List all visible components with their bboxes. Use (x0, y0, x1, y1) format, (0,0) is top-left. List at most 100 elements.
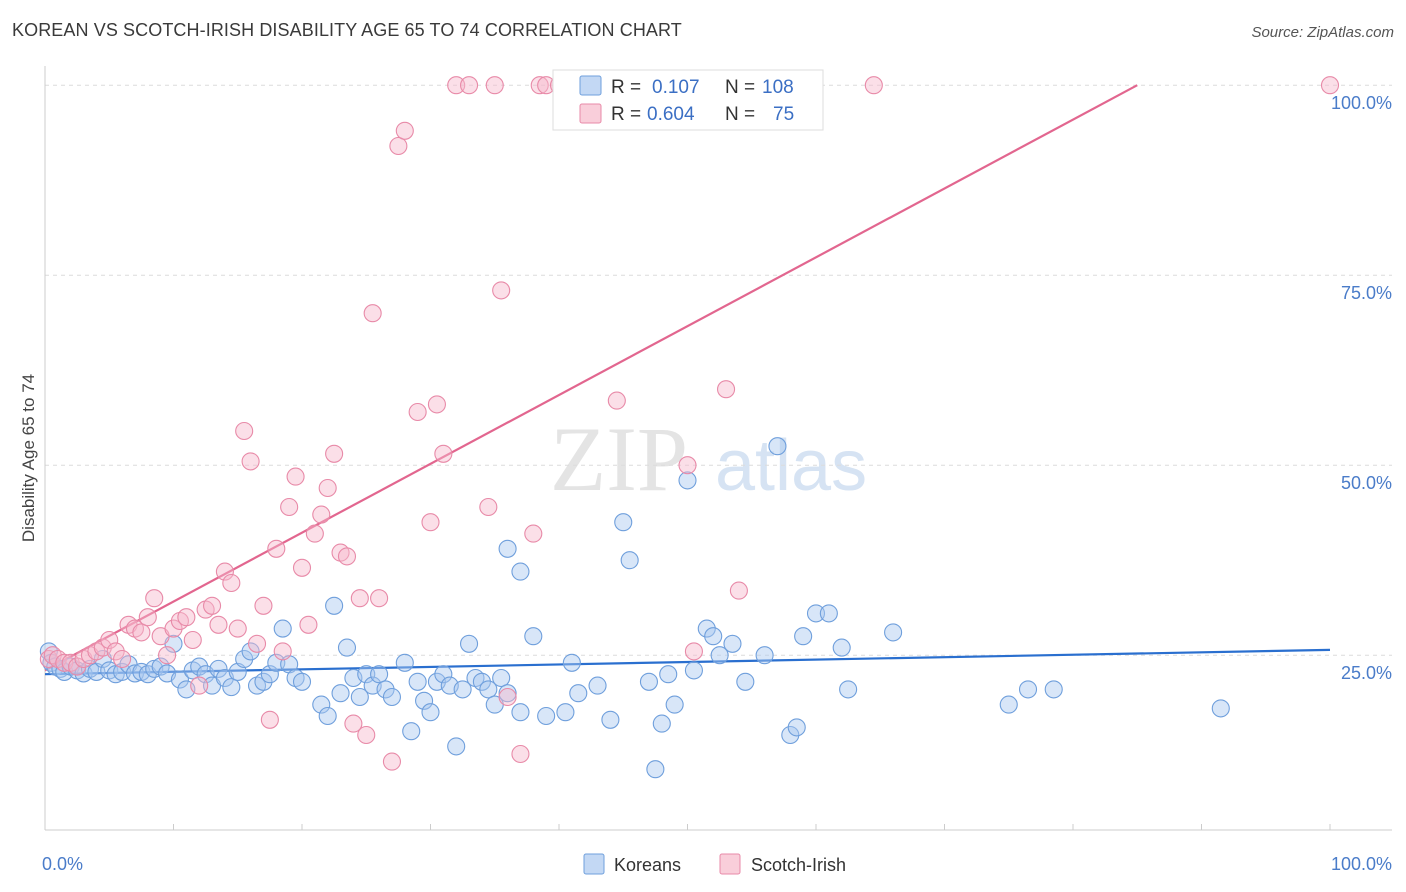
series-legend: Koreans Scotch-Irish (583, 853, 846, 875)
legend-r-value-koreans: 0.107 (652, 77, 700, 98)
chart-source: Source: ZipAtlas.com (1251, 24, 1394, 41)
scotch-irish-point (222, 573, 241, 593)
scotch-irish-point (716, 380, 736, 399)
scotch-irish-point (370, 589, 389, 608)
scotch-irish-point (318, 478, 337, 498)
korean-point (357, 665, 376, 684)
korean-point (492, 668, 511, 688)
scotch-irish-point (145, 589, 164, 608)
korean-point (839, 680, 858, 699)
scotch-irish-point (678, 456, 697, 475)
korean-point (511, 703, 530, 722)
scotch-irish-point (158, 646, 177, 665)
korean-point (1044, 680, 1063, 699)
korean-point (614, 513, 633, 532)
scotch-irish-point (273, 642, 292, 661)
watermark-zip: ZIP (550, 408, 688, 510)
legend-r-label-koreans: R = (611, 77, 641, 98)
korean-point (421, 703, 440, 722)
scotch-irish-point (254, 596, 273, 615)
korean-point (459, 634, 479, 653)
korean-point (292, 672, 312, 691)
scotch-irish-point (427, 395, 446, 414)
korean-point (382, 687, 402, 707)
scotch-irish-point (459, 76, 479, 95)
scotch-irish-point (190, 676, 209, 695)
korean-point (884, 623, 903, 642)
korean-point (588, 676, 607, 695)
korean-point (370, 665, 389, 684)
correlation-legend: R = 0.107 N = 108 R = 0.604 N = 75 (552, 69, 824, 131)
korean-point (537, 706, 556, 726)
korean-point (1211, 699, 1230, 718)
scotch-irish-point (100, 630, 119, 650)
scotch-irish-point (511, 744, 530, 764)
korean-point (639, 672, 659, 691)
korean-point (819, 604, 838, 623)
korean-point (241, 642, 260, 661)
korean-point (646, 760, 665, 779)
scotch-irish-point (209, 615, 228, 634)
scotch-irish-point (164, 619, 183, 638)
korean-point (273, 619, 292, 638)
legend-n-value-scotch-irish: 75 (773, 104, 794, 125)
chart-title: KOREAN VS SCOTCH-IRISH DISABILITY AGE 65… (12, 20, 682, 40)
korean-point (376, 680, 395, 699)
y-tick-label: 75.0% (1341, 283, 1392, 303)
scotch-irish-point (138, 608, 157, 627)
data-points (39, 76, 1340, 779)
x-tick-label: 0.0% (42, 854, 83, 874)
korean-point (524, 627, 543, 646)
scotch-irish-point (267, 539, 286, 558)
scotch-irish-point (485, 76, 504, 95)
scotch-irish-point (241, 452, 260, 471)
korean-point (1018, 680, 1038, 699)
scotch-irish-point (864, 76, 883, 95)
korean-point (794, 627, 813, 646)
korean-point (395, 653, 414, 672)
korean-point (415, 691, 434, 710)
korean-point (511, 562, 530, 581)
korean-point (710, 646, 729, 665)
scotch-irish-point (286, 467, 305, 486)
scotch-irish-point (106, 642, 125, 661)
korean-point (832, 638, 851, 657)
korean-point (170, 670, 189, 689)
y-tick-label: 50.0% (1341, 473, 1392, 493)
legend-swatch-koreans (579, 75, 602, 96)
x-tick-label: 100.0% (1331, 854, 1392, 874)
korean-point (768, 437, 787, 456)
korean-point (312, 695, 331, 714)
korean-point (723, 634, 742, 653)
scotch-irish-point (607, 391, 626, 410)
scotch-irish-point (235, 421, 254, 441)
korean-point (678, 471, 697, 490)
scotch-irish-point (260, 710, 279, 729)
scotch-irish-point (363, 304, 382, 323)
scotch-irish-point (68, 657, 87, 676)
korean-point (447, 737, 466, 756)
korean-point (569, 684, 588, 703)
scotch-irish-point (479, 497, 498, 517)
legend-n-label-koreans: N = (725, 77, 755, 98)
korean-point (434, 665, 453, 684)
korean-point (601, 710, 620, 729)
bottom-legend-swatch-koreans (583, 853, 605, 875)
legend-swatch-scotch-irish (579, 103, 602, 124)
korean-point (472, 672, 491, 691)
korean-point (453, 680, 472, 699)
scotch-irish-point (530, 76, 549, 95)
bottom-legend-scotch-irish: Scotch-Irish (751, 855, 846, 875)
scotch-irish-point (524, 524, 543, 543)
scotch-irish-point (337, 547, 357, 566)
korean-point (235, 649, 254, 669)
korean-point (787, 718, 806, 737)
scotch-irish-point (305, 524, 324, 543)
korean-point (556, 703, 575, 722)
scotch-irish-point (299, 615, 318, 634)
korean-point (999, 695, 1018, 714)
axes (44, 66, 1392, 831)
korean-point (659, 665, 678, 684)
scotch-irish-point (447, 76, 466, 95)
scotch-irish-point (325, 444, 344, 463)
